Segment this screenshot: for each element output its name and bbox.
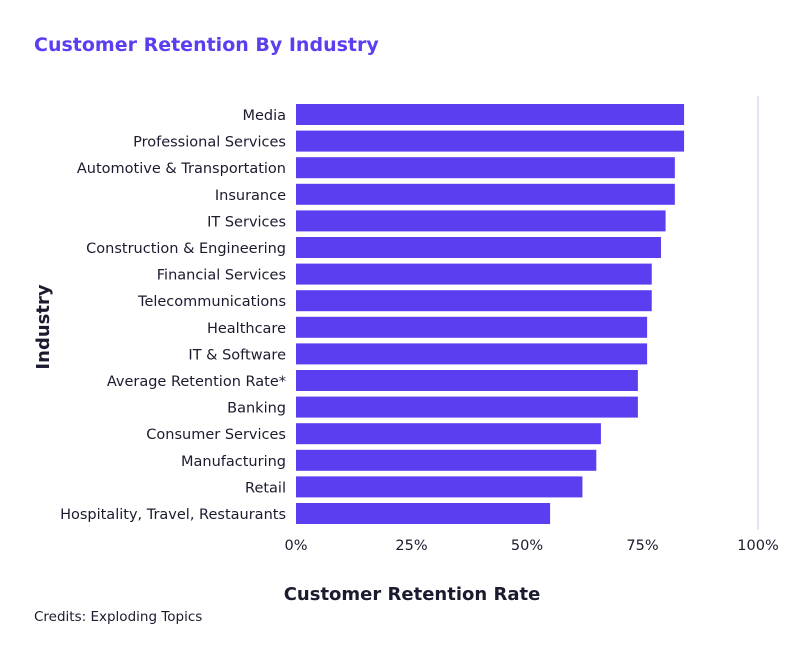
category-label: Professional Services bbox=[133, 135, 286, 151]
credits: Credits: Exploding Topics bbox=[34, 609, 203, 625]
x-axis-title: Customer Retention Rate bbox=[284, 584, 541, 605]
category-label: Construction & Engineering bbox=[86, 241, 286, 257]
category-label: Consumer Services bbox=[146, 427, 286, 443]
x-tick-label: 0% bbox=[284, 538, 307, 554]
x-tick-label: 75% bbox=[626, 538, 658, 554]
category-label: Manufacturing bbox=[181, 454, 286, 470]
category-label: Retail bbox=[245, 480, 286, 496]
x-tick-label: 50% bbox=[511, 538, 543, 554]
bar-7 bbox=[296, 290, 652, 312]
category-label: Telecommunications bbox=[137, 294, 286, 310]
category-label: Hospitality, Travel, Restaurants bbox=[60, 507, 286, 523]
bar-2 bbox=[296, 157, 675, 179]
bar-10 bbox=[296, 370, 638, 391]
category-label: Average Retention Rate* bbox=[107, 374, 286, 390]
bar-5 bbox=[296, 237, 661, 258]
bar-6 bbox=[296, 263, 652, 285]
category-label: IT & Software bbox=[188, 347, 286, 363]
category-label: Media bbox=[242, 108, 286, 124]
category-label: Financial Services bbox=[157, 268, 286, 284]
category-label: Insurance bbox=[215, 188, 286, 204]
bar-11 bbox=[296, 396, 638, 418]
category-label: Banking bbox=[227, 401, 286, 417]
category-label: Automotive & Transportation bbox=[77, 161, 286, 177]
bar-3 bbox=[296, 183, 675, 205]
bar-0 bbox=[296, 104, 685, 125]
bars-layer bbox=[296, 104, 685, 524]
chart-title: Customer Retention By Industry bbox=[34, 34, 379, 56]
bar-15 bbox=[296, 503, 551, 524]
x-tick-labels: 0% 25% 50% 75% 100% bbox=[284, 538, 778, 554]
bar-1 bbox=[296, 130, 685, 152]
bar-8 bbox=[296, 316, 648, 338]
category-labels: Media Professional Services Automotive & T… bbox=[60, 108, 286, 523]
x-tick-label: 100% bbox=[737, 538, 778, 554]
bar-13 bbox=[296, 449, 597, 471]
bar-14 bbox=[296, 476, 583, 498]
bar-12 bbox=[296, 423, 601, 445]
x-tick-label: 25% bbox=[395, 538, 427, 554]
bar-4 bbox=[296, 210, 666, 232]
category-label: Healthcare bbox=[207, 321, 286, 337]
category-label: IT Services bbox=[207, 214, 286, 230]
y-axis-title: Industry bbox=[33, 284, 54, 369]
bar-9 bbox=[296, 343, 648, 365]
